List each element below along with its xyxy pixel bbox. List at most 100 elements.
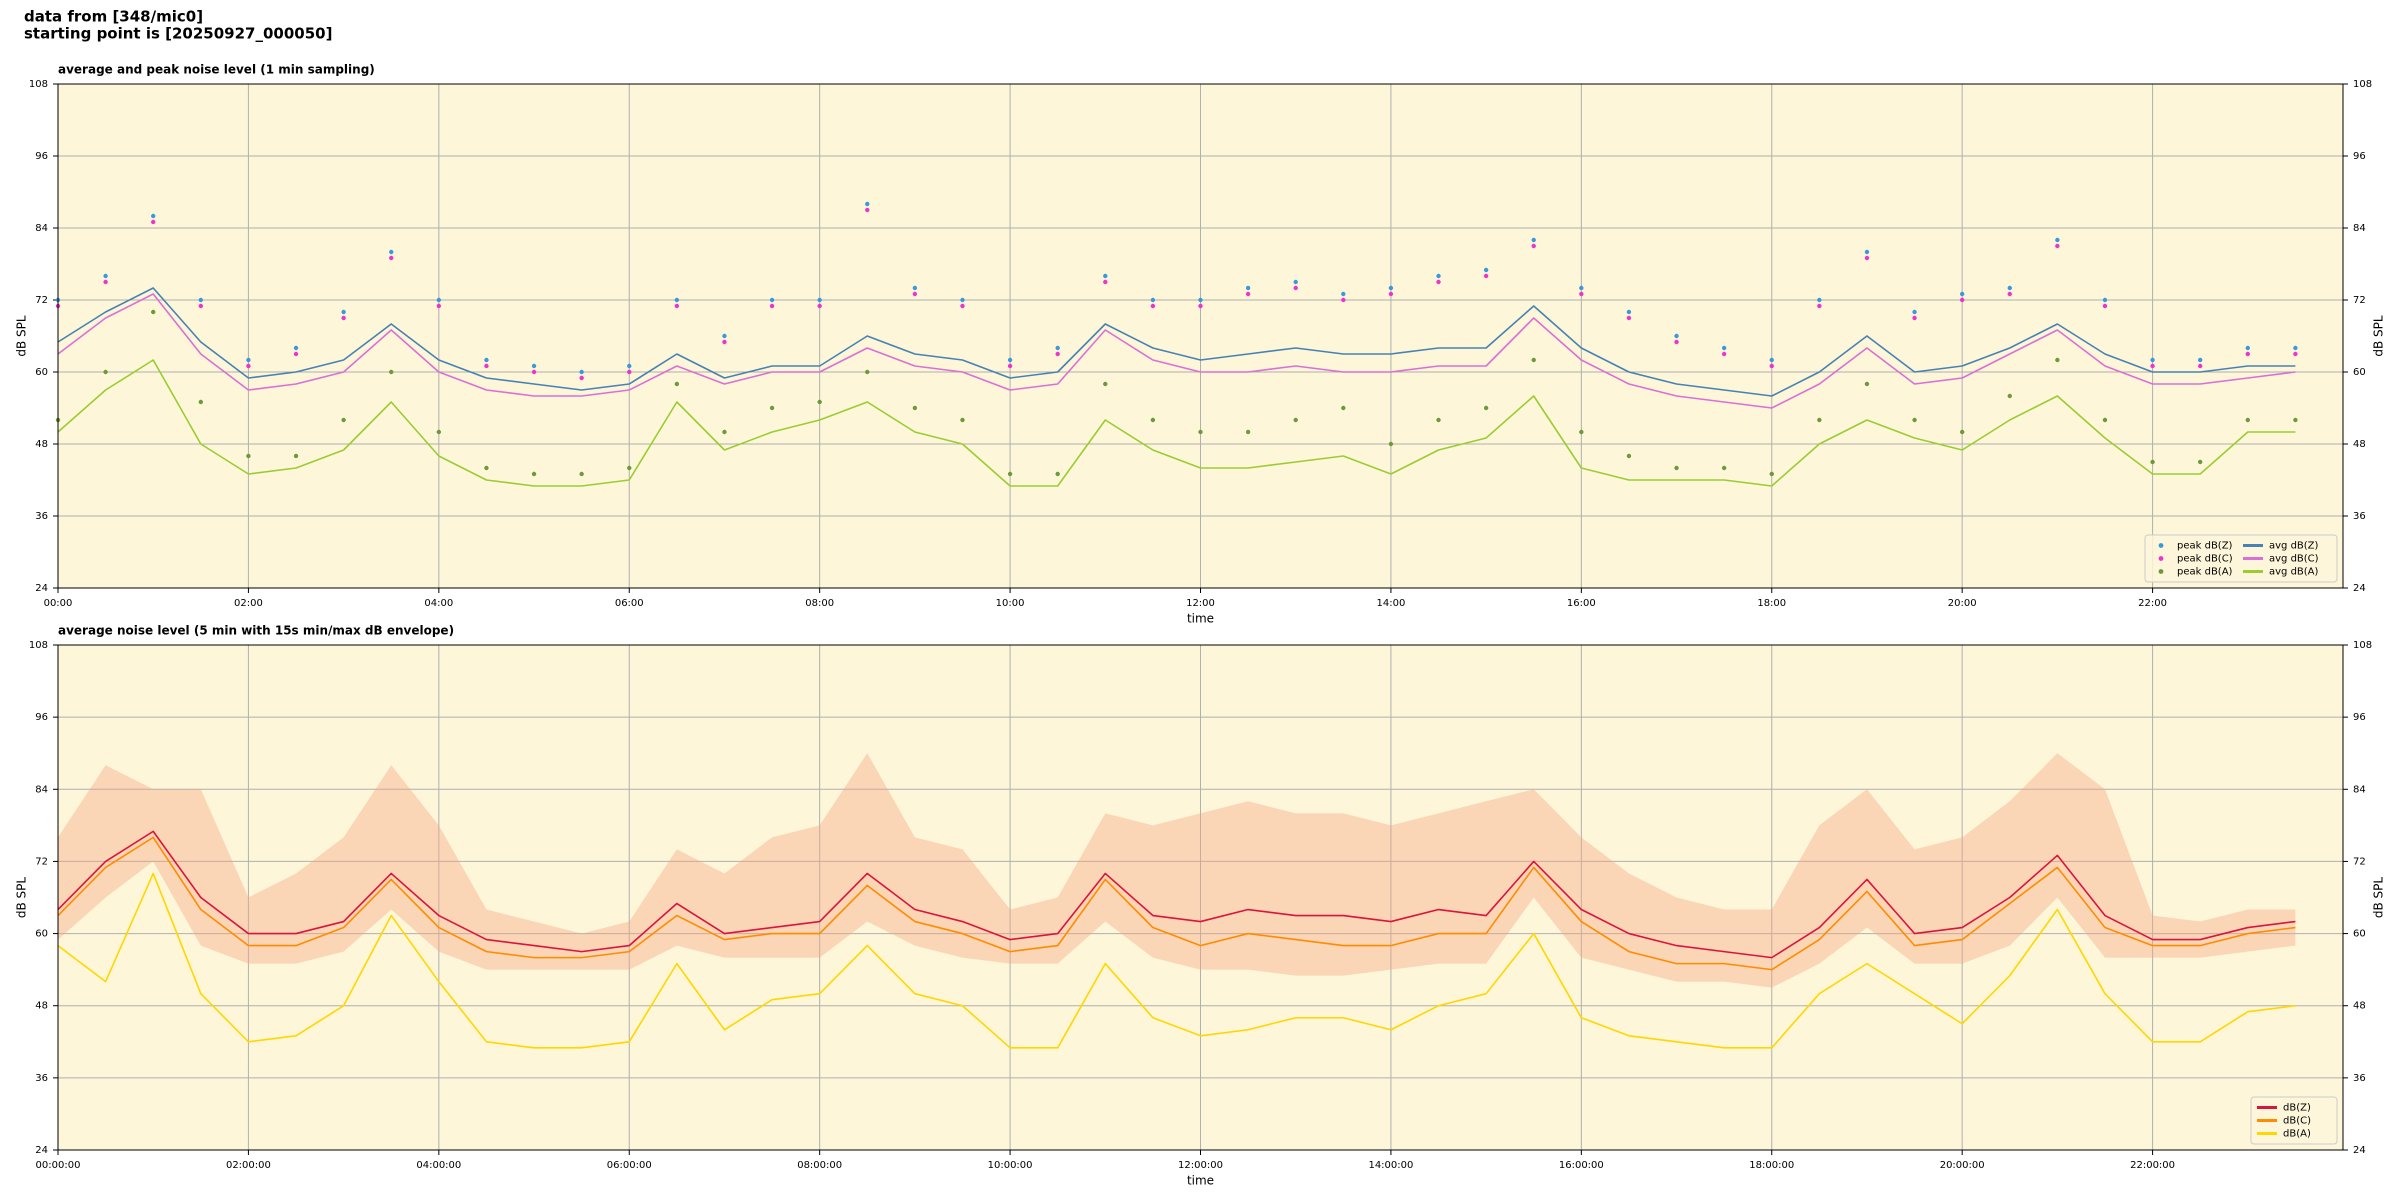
y-tick-label: 48	[35, 439, 48, 450]
peak-point	[1245, 429, 1251, 435]
y-tick-label: 36	[35, 511, 48, 522]
peak-point	[579, 375, 584, 381]
peak-point	[2102, 417, 2108, 423]
peak-point	[912, 405, 918, 411]
chart-title: average noise level (5 min with 15s min/…	[58, 624, 454, 638]
peak-point	[2055, 357, 2060, 363]
y-axis-label: dB SPL	[2372, 877, 2386, 919]
peak-point	[2007, 291, 2012, 297]
y-tick-label: 48	[2353, 1001, 2366, 1012]
peak-point	[1817, 303, 1822, 309]
peak-point	[1198, 303, 1203, 309]
peak-point	[1817, 297, 1822, 303]
series-line	[57, 836, 2296, 971]
y-tick-label: 72	[35, 295, 48, 306]
peak-point	[389, 249, 394, 255]
peak-point	[1769, 363, 1774, 369]
peak-point	[531, 369, 537, 375]
peak-point	[1103, 381, 1108, 387]
peak-point	[341, 417, 346, 423]
legend-label: peak dB(A)	[2177, 567, 2233, 578]
peak-point	[817, 399, 822, 405]
plot-frame	[57, 644, 2344, 1151]
peak-point	[1483, 267, 1489, 273]
peak-point	[1626, 315, 1632, 321]
x-tick-label: 20:00:00	[1940, 1160, 1985, 1171]
peak-point	[1055, 351, 1060, 357]
peak-point	[2150, 459, 2155, 465]
y-tick-label: 96	[2353, 712, 2366, 723]
legend-label: dB(A)	[2283, 1129, 2311, 1140]
peak-point	[198, 399, 204, 405]
x-tick-label: 08:00:00	[797, 1160, 842, 1171]
peak-point	[2197, 363, 2203, 369]
y-tick-label: 36	[2353, 1073, 2366, 1084]
y-tick-label: 48	[35, 1001, 48, 1012]
series-line	[57, 830, 2296, 959]
peak-point	[1198, 429, 1203, 435]
x-tick-label: 18:00:00	[1749, 1160, 1794, 1171]
peak-point	[1436, 417, 1441, 423]
peak-point	[2197, 357, 2203, 363]
peak-point	[103, 369, 108, 375]
peak-point	[246, 363, 251, 369]
y-tick-label: 24	[35, 583, 48, 594]
peak-point	[1531, 357, 1536, 363]
legend-label: peak dB(Z)	[2177, 541, 2233, 552]
peak-point	[1103, 273, 1108, 279]
peak-point	[960, 303, 965, 309]
peak-point	[1436, 279, 1441, 285]
series-line	[57, 293, 2296, 409]
peak-point	[912, 285, 918, 291]
peak-point	[1198, 297, 1203, 303]
peak-point	[1436, 273, 1441, 279]
x-tick-label: 06:00:00	[607, 1160, 652, 1171]
x-tick-label: 10:00:00	[988, 1160, 1033, 1171]
peak-point	[2150, 357, 2155, 363]
y-tick-label: 24	[35, 1145, 48, 1156]
chart: average and peak noise level (1 min samp…	[15, 63, 2386, 626]
peak-point	[198, 303, 204, 309]
legend-label: peak dB(C)	[2177, 554, 2233, 565]
peak-point	[1388, 285, 1394, 291]
peak-point	[341, 309, 346, 315]
y-tick-label: 84	[2353, 784, 2366, 795]
y-tick-label: 36	[35, 1073, 48, 1084]
y-tick-label: 72	[2353, 295, 2366, 306]
peak-point	[1103, 279, 1108, 285]
peak-point	[1579, 285, 1584, 291]
peak-point	[1388, 291, 1394, 297]
peak-point	[1674, 339, 1679, 345]
peak-point	[341, 315, 346, 321]
peak-point	[817, 303, 822, 309]
peak-point	[722, 429, 727, 435]
peak-point	[1674, 333, 1679, 339]
peak-point	[627, 363, 632, 369]
peak-point	[2245, 351, 2250, 357]
peak-point	[627, 465, 632, 471]
peak-point	[1293, 279, 1298, 285]
peak-point	[1007, 357, 1013, 363]
peak-point	[1959, 429, 1965, 435]
y-tick-label: 96	[35, 151, 48, 162]
y-tick-label: 72	[2353, 856, 2366, 867]
y-axis-label: dB SPL	[15, 877, 29, 919]
peak-point	[865, 369, 870, 375]
peak-point	[151, 309, 156, 315]
peak-point	[389, 369, 394, 375]
x-tick-label: 04:00:00	[416, 1160, 461, 1171]
y-tick-label: 108	[2353, 79, 2372, 90]
peak-point	[865, 207, 870, 213]
x-tick-label: 12:00:00	[1178, 1160, 1223, 1171]
peak-point	[1959, 297, 1965, 303]
peak-point	[1341, 405, 1346, 411]
peak-point	[1912, 309, 1917, 315]
peak-point	[1150, 297, 1156, 303]
peak-point	[2007, 285, 2012, 291]
y-tick-label: 72	[35, 856, 48, 867]
peak-point	[1007, 471, 1013, 477]
y-tick-label: 60	[2353, 929, 2366, 940]
peak-point	[389, 255, 394, 261]
peak-point	[2293, 345, 2298, 351]
peak-point	[769, 303, 775, 309]
